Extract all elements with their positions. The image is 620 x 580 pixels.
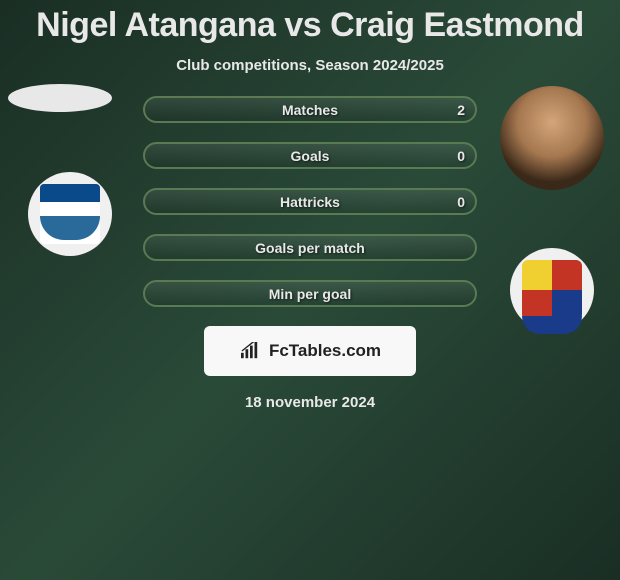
stat-label: Goals <box>291 148 330 164</box>
brand-label: FcTables.com <box>269 341 381 361</box>
stat-value: 0 <box>457 194 465 210</box>
date-label: 18 november 2024 <box>0 394 620 411</box>
page-title: Nigel Atangana vs Craig Eastmond <box>0 0 620 45</box>
stat-label: Min per goal <box>269 286 351 302</box>
stat-row-min-per-goal: Min per goal <box>143 280 477 307</box>
page-subtitle: Club competitions, Season 2024/2025 <box>0 57 620 74</box>
shield-icon <box>522 260 582 320</box>
player-right-avatar <box>500 86 604 190</box>
stat-row-goals: Goals 0 <box>143 142 477 169</box>
player-left-avatar <box>8 84 112 112</box>
stat-label: Matches <box>282 102 338 118</box>
club-left-badge <box>28 172 112 256</box>
stat-row-matches: Matches 2 <box>143 96 477 123</box>
stat-row-goals-per-match: Goals per match <box>143 234 477 261</box>
stat-label: Goals per match <box>255 240 365 256</box>
stat-row-hattricks: Hattricks 0 <box>143 188 477 215</box>
bar-chart-icon <box>239 342 261 360</box>
club-right-badge <box>510 248 594 332</box>
stat-value: 0 <box>457 148 465 164</box>
brand-box: FcTables.com <box>204 326 416 376</box>
comparison-content: Matches 2 Goals 0 Hattricks 0 Goals per … <box>0 96 620 411</box>
stat-label: Hattricks <box>280 194 340 210</box>
shield-icon <box>40 184 100 244</box>
stat-value: 2 <box>457 102 465 118</box>
stat-bars: Matches 2 Goals 0 Hattricks 0 Goals per … <box>143 96 477 307</box>
